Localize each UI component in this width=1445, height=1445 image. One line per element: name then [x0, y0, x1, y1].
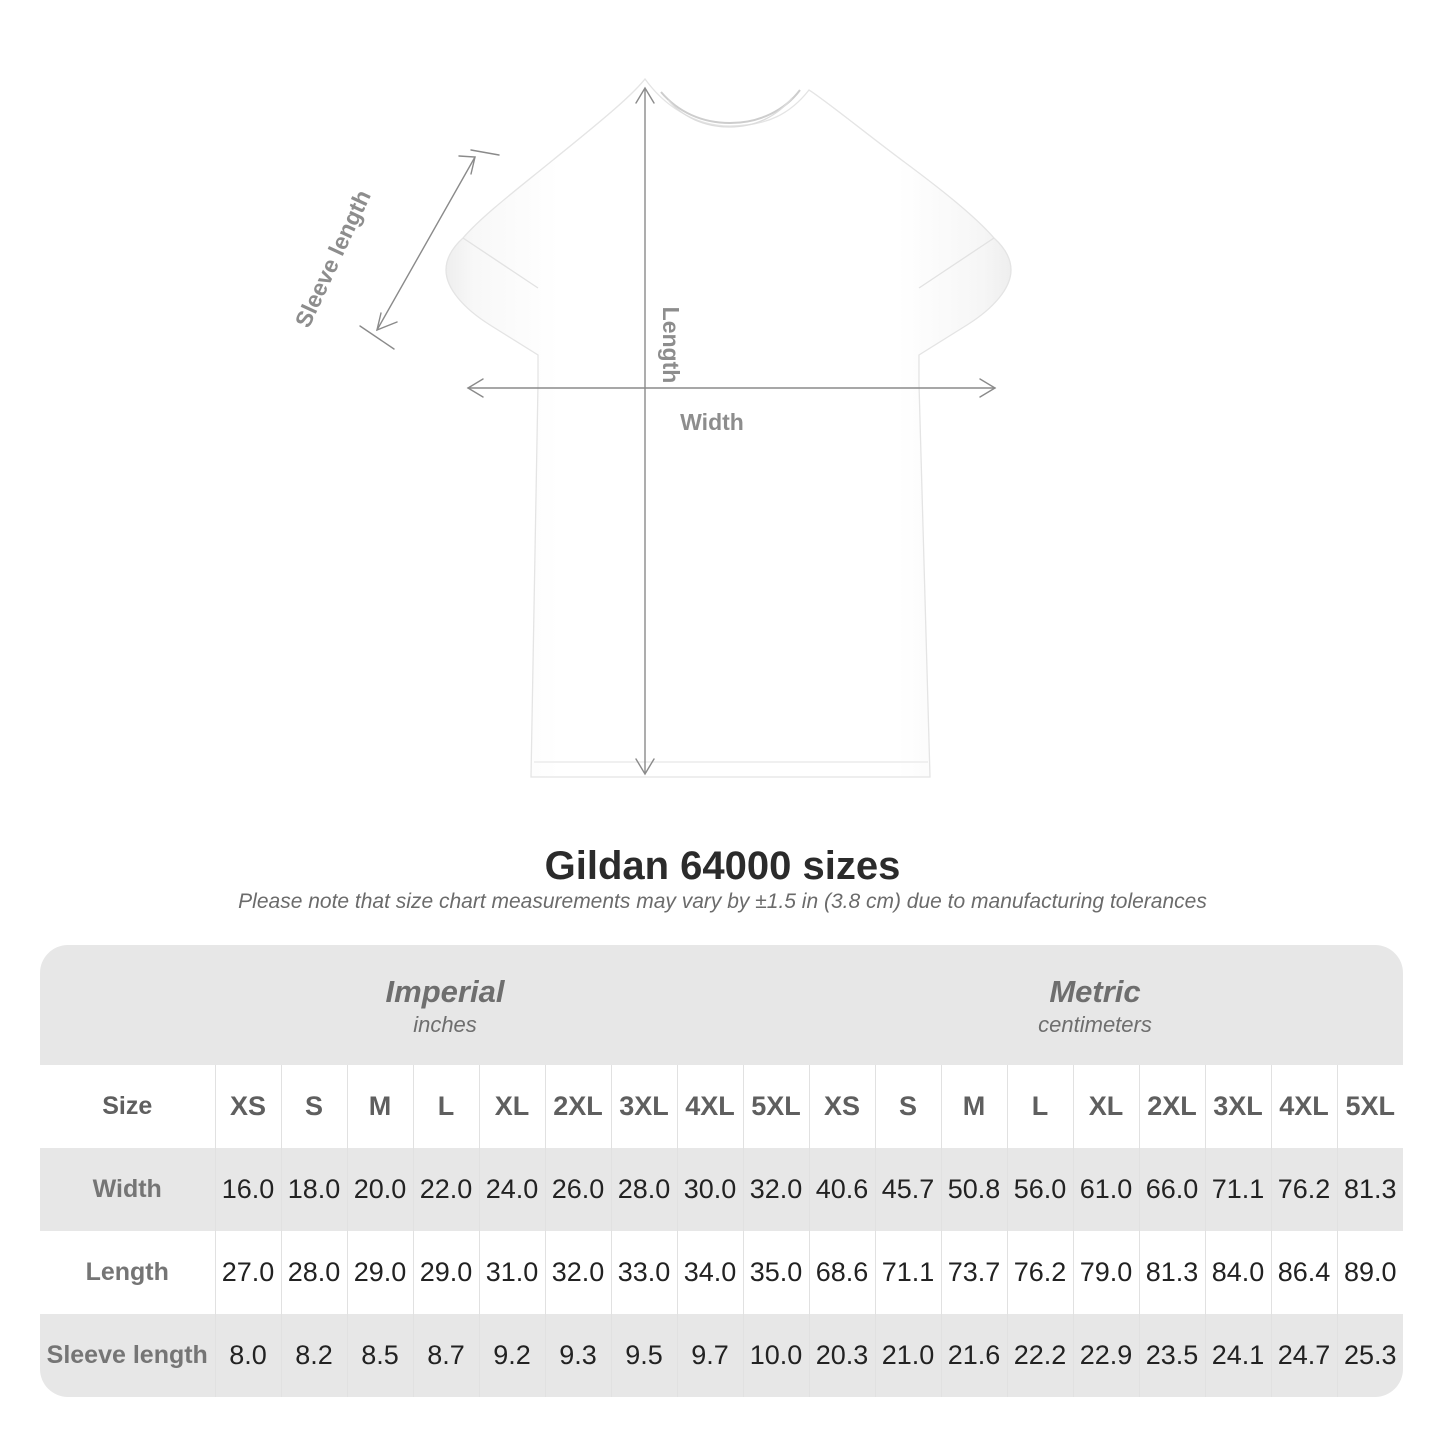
svg-text:Width: Width — [680, 409, 744, 435]
svg-text:Length: Length — [658, 307, 684, 384]
svg-text:Sleeve length: Sleeve length — [290, 186, 376, 331]
